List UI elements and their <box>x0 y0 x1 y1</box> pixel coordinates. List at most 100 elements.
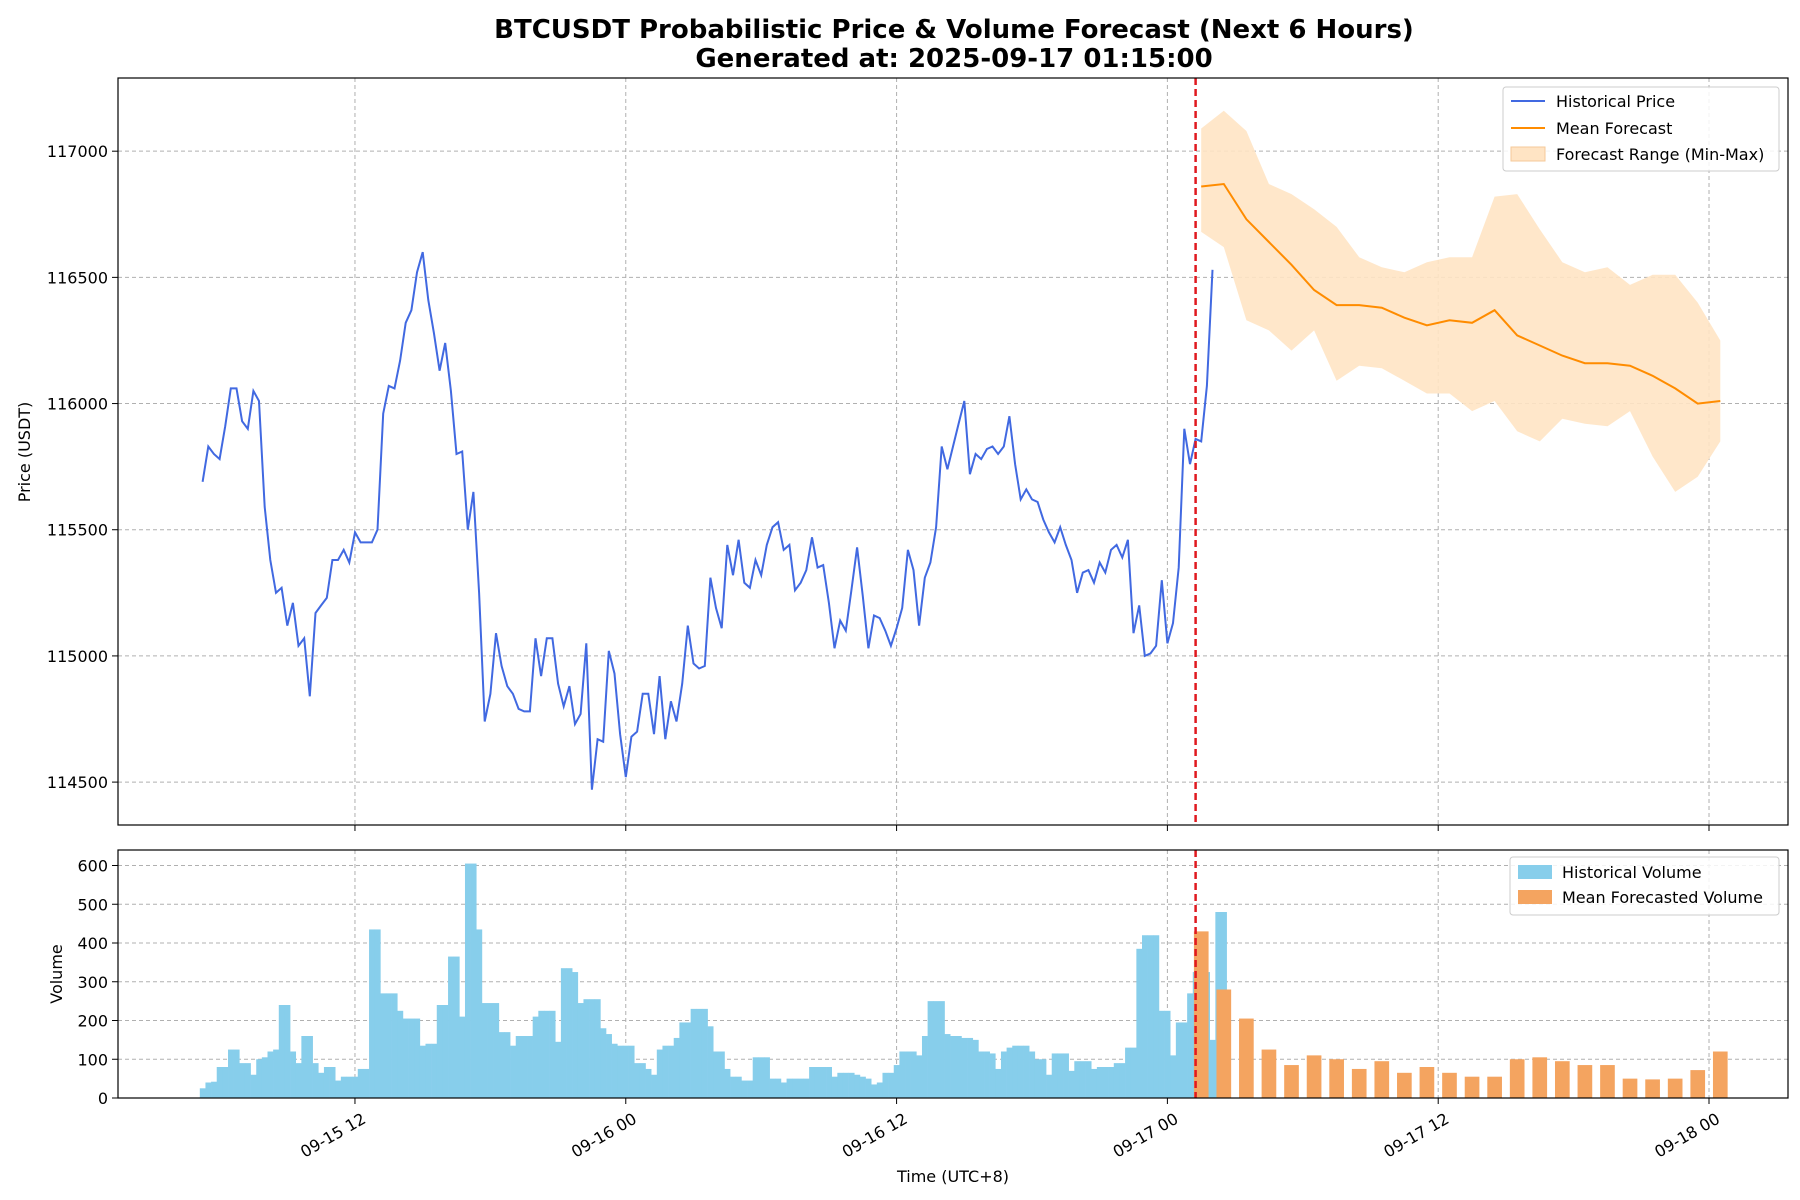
chart-title-line-1: BTCUSDT Probabilistic Price & Volume For… <box>494 15 1414 45</box>
forecast-volume-bar <box>1397 1072 1412 1098</box>
historical-volume-bar <box>1136 948 1143 1098</box>
historical-volume-bar <box>369 929 375 1098</box>
volume-y-tick-label: 300 <box>77 973 108 992</box>
historical-volume-bar <box>944 1034 951 1098</box>
price-plot-area <box>118 78 1788 825</box>
historical-volume-bar <box>1006 1047 1013 1099</box>
price-y-axis-label: Price (USDT) <box>15 402 34 503</box>
historical-volume-bar <box>938 1001 945 1099</box>
historical-volume-bar <box>566 968 573 1098</box>
historical-volume-bar <box>543 1010 550 1098</box>
historical-volume-bar <box>397 1010 404 1098</box>
historical-volume-bar <box>713 1051 720 1098</box>
price-panel: 114500 115000 115500 116000 116500 117000 Pri… <box>15 77 1789 831</box>
historical-volume-bar <box>481 1003 488 1098</box>
price-y-tick-label: 117000 <box>47 142 108 161</box>
historical-volume-bar <box>329 1067 336 1098</box>
historical-volume-bar <box>1085 1061 1092 1098</box>
historical-volume-bar <box>730 1076 737 1098</box>
historical-volume-bar <box>352 1076 359 1098</box>
historical-volume-bar <box>1113 1063 1120 1099</box>
forecast-volume-bar <box>1487 1076 1502 1098</box>
historical-volume-bar <box>871 1084 878 1098</box>
historical-volume-bar <box>1108 1067 1115 1098</box>
historical-volume-bar <box>464 863 471 1098</box>
historical-volume-bar <box>1063 1053 1069 1098</box>
historical-volume-bar <box>910 1051 917 1098</box>
historical-volume-bar <box>459 1016 466 1099</box>
historical-price-line <box>201 251 1214 790</box>
legend-forecast-volume-swatch <box>1518 890 1552 904</box>
historical-volume-bar <box>622 1045 629 1098</box>
volume-y-tick-label: 400 <box>77 934 108 953</box>
historical-volume-bar <box>747 1080 754 1098</box>
historical-volume-bar <box>527 1036 533 1098</box>
forecast-volume-bar <box>1284 1065 1299 1098</box>
volume-legend-box <box>1509 856 1780 916</box>
historical-volume-bar <box>431 1043 438 1098</box>
historical-volume-bar <box>752 1057 759 1098</box>
legend-historical-price-label: Historical Price <box>1556 92 1675 111</box>
historical-volume-bar <box>645 1068 652 1098</box>
price-y-tick-label: 115500 <box>47 521 108 540</box>
price-legend: Historical Price Mean Forecast Forecast … <box>1502 86 1780 172</box>
price-axes-frame <box>117 77 1789 826</box>
historical-volume-bar <box>1209 1039 1216 1099</box>
historical-volume-bar <box>701 1008 708 1099</box>
historical-volume-bar <box>758 1057 765 1098</box>
forecast-volume-bar <box>1554 1061 1570 1098</box>
historical-volume-bar <box>1057 1053 1064 1098</box>
chart-title-line-2: Generated at: 2025-09-17 01:15:00 <box>695 44 1212 74</box>
historical-volume-bar <box>425 1043 432 1098</box>
historical-volume-bar <box>256 1059 263 1098</box>
historical-volume-bar <box>273 1049 280 1098</box>
historical-volume-bar <box>1153 935 1160 1098</box>
price-legend-box <box>1502 86 1780 172</box>
forecast-volume-bar <box>1645 1079 1660 1098</box>
historical-volume-bar <box>538 1010 545 1098</box>
historical-volume-bar <box>572 972 579 1098</box>
historical-volume-bar <box>718 1051 725 1098</box>
historical-volume-bar <box>560 968 567 1098</box>
price-x-axis-ticks <box>354 825 1710 831</box>
historical-volume-bar <box>950 1036 957 1098</box>
historical-volume-bar <box>978 1051 985 1098</box>
historical-volume-bar <box>786 1078 793 1099</box>
historical-volume-bar <box>668 1045 675 1098</box>
volume-y-tick-label: 100 <box>77 1050 108 1069</box>
forecast-volume-bar <box>1712 1051 1728 1098</box>
historical-volume-bar <box>1079 1061 1086 1098</box>
historical-volume-bar <box>617 1045 624 1098</box>
historical-volume-bar <box>380 993 387 1099</box>
historical-volume-bar <box>1142 935 1148 1098</box>
legend-forecast-volume-label: Mean Forecasted Volume <box>1562 888 1763 907</box>
volume-y-axis-label: Volume <box>47 944 66 1004</box>
historical-volume-bar <box>402 1018 409 1098</box>
historical-volume-bar <box>1125 1047 1132 1099</box>
forecast-volume-bar <box>1464 1076 1480 1098</box>
historical-volume-bar <box>848 1072 855 1098</box>
historical-volume-bar <box>628 1045 635 1098</box>
historical-volume-bar <box>984 1051 990 1098</box>
historical-volume-bar <box>634 1063 641 1099</box>
historical-volume-bar <box>865 1078 872 1099</box>
historical-volume-bar <box>532 1016 539 1099</box>
volume-y-tick-label: 600 <box>77 857 108 876</box>
legend-mean-forecast-label: Mean Forecast <box>1556 119 1672 138</box>
historical-volume-bar <box>374 929 381 1098</box>
forecast-volume-bar <box>1577 1065 1593 1098</box>
forecast-volume-bar <box>1532 1057 1548 1098</box>
historical-volume-bar <box>916 1055 923 1099</box>
historical-volume-bar <box>222 1067 229 1098</box>
historical-volume-bar <box>419 1045 426 1098</box>
historical-volume-bar <box>589 999 596 1098</box>
historical-volume-bar <box>662 1045 669 1098</box>
historical-volume-bar <box>1029 1051 1036 1098</box>
historical-volume-bar <box>955 1036 962 1098</box>
historical-volume-bar <box>696 1008 703 1099</box>
historical-volume-bar <box>442 1005 449 1098</box>
historical-volume-bar <box>448 956 454 1098</box>
historical-volume-bar <box>363 1068 370 1098</box>
volume-y-tick-label: 200 <box>77 1012 108 1031</box>
